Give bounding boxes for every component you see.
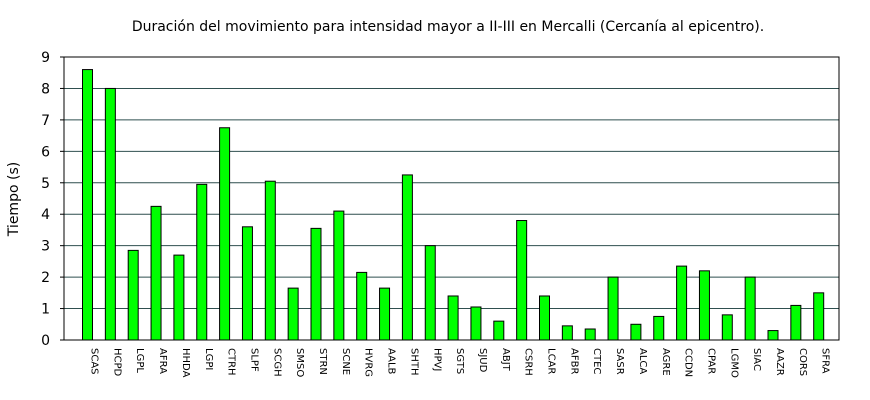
x-tick-label: SCAS (89, 348, 100, 375)
x-tick-label: SLPF (248, 348, 259, 372)
y-tick-label: 1 (41, 302, 50, 318)
bar-ctec (584, 328, 596, 341)
x-tick-label: LCAR (546, 348, 557, 374)
x-tick-label: SIAC (751, 348, 762, 371)
bar-agre (653, 315, 665, 341)
y-tick-label: 5 (41, 176, 50, 192)
x-tick-label: HHDA (180, 348, 191, 378)
gridlines (64, 87, 839, 310)
x-axis-ticks: SCAS HCPD LGPL AFRA HHDA LGPI CTRH SLPF SCGH SMSO… (89, 348, 831, 378)
bar-hhda (173, 254, 185, 341)
x-tick-label: CTEC (591, 348, 602, 374)
x-tick-label: AAZR (774, 348, 785, 376)
bar-cpar (698, 270, 710, 341)
bar-cors (790, 304, 802, 341)
x-tick-label: SFRA (820, 348, 831, 374)
bar-csrh (516, 220, 528, 341)
y-tick-label: 9 (41, 50, 50, 66)
y-tick-label: 4 (41, 207, 50, 223)
chart-title: Duración del movimiento para intensidad … (132, 19, 764, 35)
bar-hcpd (104, 87, 116, 341)
x-tick-label: STRN (317, 348, 328, 375)
bar-siac (744, 276, 756, 341)
bar-aazr (767, 330, 779, 341)
bar-afbr (561, 325, 573, 341)
bar-sgts (447, 295, 459, 341)
y-tick-label: 3 (41, 239, 50, 255)
x-tick-label: CORS (797, 348, 808, 376)
x-tick-label: AFBR (568, 348, 579, 374)
y-tick-label: 0 (41, 333, 50, 349)
x-tick-label: LGPL (134, 348, 145, 373)
bar-hpvj (424, 245, 436, 341)
x-tick-label: CCDN (683, 348, 694, 377)
x-tick-label: AALB (386, 348, 397, 375)
bar-sjud (470, 306, 482, 341)
bar-lgpi (196, 183, 208, 341)
x-tick-label: SGTS (454, 348, 465, 374)
bar-aalb (379, 287, 391, 341)
x-tick-label: HVRG (363, 348, 374, 377)
x-tick-label: HCPD (111, 348, 122, 377)
x-tick-label: AFRA (157, 348, 168, 374)
x-tick-label: SHTH (408, 348, 419, 376)
bar-smso (287, 287, 299, 341)
bar-sasr (607, 276, 619, 341)
x-tick-label: AGRE (660, 348, 671, 376)
x-tick-label: ABJT (500, 348, 511, 372)
plot-area-frame (63, 56, 840, 341)
bar-scne (333, 210, 345, 341)
bar-sfra (813, 292, 825, 341)
bar-lcar (539, 295, 550, 341)
x-tick-label: ALCA (637, 348, 648, 374)
y-axis-ticks: 0 1 2 3 4 5 6 7 8 9 (41, 50, 64, 349)
x-tick-label: CPAR (705, 348, 716, 374)
y-tick-label: 6 (41, 144, 50, 160)
x-tick-label: SJUD (477, 348, 488, 373)
x-tick-label: SCGH (271, 348, 282, 377)
bar-hvrg (356, 271, 368, 341)
y-tick-label: 7 (41, 113, 50, 129)
bar-lgmo (721, 314, 733, 341)
bar-ccdn (676, 265, 688, 341)
x-tick-label: SCNE (340, 348, 351, 375)
bar-afra (150, 205, 162, 341)
bar-shth (401, 174, 413, 341)
x-tick-label: SASR (614, 348, 625, 375)
bar-scas (82, 69, 93, 341)
y-tick-label: 2 (41, 270, 50, 286)
y-tick-label: 8 (41, 81, 50, 97)
x-tick-label: CSRH (523, 348, 534, 376)
x-tick-label: HPVJ (431, 348, 442, 371)
bar-ctrh (219, 127, 231, 341)
y-axis-label: Tiempo (s) (6, 162, 22, 237)
bar-alca (630, 323, 642, 341)
bars (82, 69, 825, 341)
bar-abjt (493, 320, 505, 341)
bar-strn (310, 227, 322, 341)
x-tick-label: LGPI (203, 348, 214, 370)
x-tick-label: CTRH (226, 348, 237, 376)
bar-scgh (264, 180, 276, 341)
x-tick-label: LGMO (728, 348, 739, 378)
bar-slpf (241, 226, 253, 341)
x-tick-label: SMSO (294, 348, 305, 377)
bar-lgpl (127, 249, 139, 341)
